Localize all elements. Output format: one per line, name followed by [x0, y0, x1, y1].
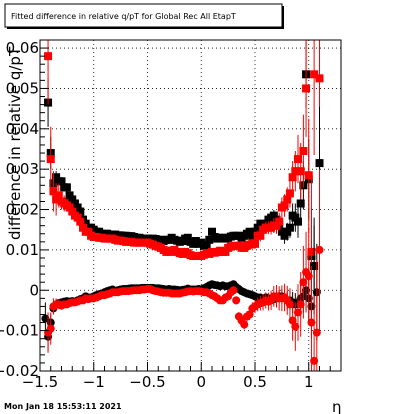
chart-title: Fitted difference in relative q/pT for G… — [11, 12, 236, 21]
x-tick-label: 0.5 — [243, 373, 267, 391]
data-point — [183, 233, 192, 242]
y-tick-label: 0.06 — [6, 39, 39, 57]
series-3 — [44, 169, 324, 371]
data-point — [315, 245, 324, 254]
y-axis-label: difference in relative q/pT — [6, 46, 24, 240]
data-point — [240, 320, 249, 329]
x-tick-label: −1.5 — [22, 373, 58, 391]
data-point — [296, 199, 305, 208]
data-point — [294, 155, 302, 164]
data-point — [52, 195, 61, 204]
data-point — [208, 227, 216, 236]
data-point — [280, 201, 289, 210]
y-tick-label: 0.01 — [6, 241, 39, 259]
data-point — [275, 217, 284, 226]
y-tick-label: 0 — [29, 281, 39, 299]
data-point — [280, 231, 289, 240]
data-point — [310, 262, 319, 271]
data-point — [272, 221, 281, 230]
series-layer — [41, 40, 324, 371]
x-tick-label: 1 — [304, 373, 314, 391]
data-point — [251, 239, 259, 248]
data-point — [302, 84, 311, 93]
data-point — [307, 247, 316, 256]
timestamp: Mon Jan 18 15:53:11 2021 — [4, 402, 122, 411]
data-point — [307, 318, 316, 327]
data-point — [54, 191, 63, 200]
data-point — [312, 328, 321, 337]
data-point — [73, 213, 82, 222]
data-point — [221, 247, 230, 256]
data-point — [245, 310, 254, 319]
data-point — [232, 296, 241, 305]
data-point — [248, 231, 257, 240]
data-point — [294, 217, 302, 226]
data-point — [44, 52, 53, 61]
data-point — [81, 219, 90, 228]
y-tick-label: 0.02 — [6, 201, 39, 219]
data-point — [256, 231, 265, 240]
data-point — [68, 207, 77, 216]
data-point — [285, 300, 294, 309]
data-point — [310, 356, 319, 365]
data-point — [296, 300, 305, 309]
x-tick-label: −1 — [83, 373, 105, 391]
data-point — [291, 322, 300, 331]
data-point — [299, 278, 308, 287]
data-point — [277, 227, 286, 236]
data-point — [68, 195, 77, 204]
data-point — [76, 207, 85, 216]
data-point — [65, 191, 74, 200]
data-point — [283, 227, 292, 236]
data-point — [315, 159, 324, 168]
data-point — [49, 187, 58, 196]
data-point — [251, 227, 259, 236]
data-point — [299, 147, 308, 156]
data-point — [79, 223, 87, 232]
data-point — [253, 223, 262, 232]
data-point — [202, 241, 211, 250]
y-tick-label: −0.01 — [0, 322, 39, 340]
y-tick-label: 0.04 — [6, 120, 39, 138]
data-point — [315, 74, 324, 83]
data-point — [84, 227, 93, 236]
data-point — [245, 227, 254, 236]
data-point — [291, 167, 300, 176]
data-point — [73, 203, 82, 212]
y-tick-label: −0.02 — [0, 362, 39, 380]
chart-title-box: Fitted difference in relative q/pT for G… — [4, 3, 284, 29]
x-axis-label: η — [332, 398, 342, 414]
x-tick-label: 0 — [196, 373, 206, 391]
data-point — [46, 324, 55, 333]
data-point — [269, 211, 278, 220]
data-point — [76, 217, 85, 226]
y-tick-label: 0.05 — [6, 79, 39, 97]
data-point — [296, 167, 305, 176]
data-point — [57, 177, 66, 186]
data-point — [294, 308, 302, 317]
data-point — [52, 173, 61, 182]
x-tick-label: −0.5 — [129, 373, 165, 391]
data-point — [65, 203, 74, 212]
data-point — [285, 223, 294, 232]
data-point — [46, 155, 55, 164]
series-0 — [44, 42, 324, 315]
data-point — [288, 173, 297, 182]
data-point — [70, 199, 79, 208]
data-point — [62, 183, 71, 192]
axis-ticks: −1.5 −1 −0.5 0 0.5 1 −0.02 −0.01 0 0.01 0.02 0.03 0.… — [0, 39, 342, 391]
series-1 — [44, 40, 324, 325]
y-tick-label: 0.03 — [6, 160, 39, 178]
data-point — [283, 195, 292, 204]
data-point — [310, 70, 319, 79]
data-point — [288, 316, 297, 325]
data-point — [291, 213, 300, 222]
data-point — [285, 189, 294, 198]
data-point — [229, 286, 238, 295]
data-point — [205, 235, 214, 244]
data-point — [304, 272, 313, 281]
data-point — [304, 171, 313, 180]
